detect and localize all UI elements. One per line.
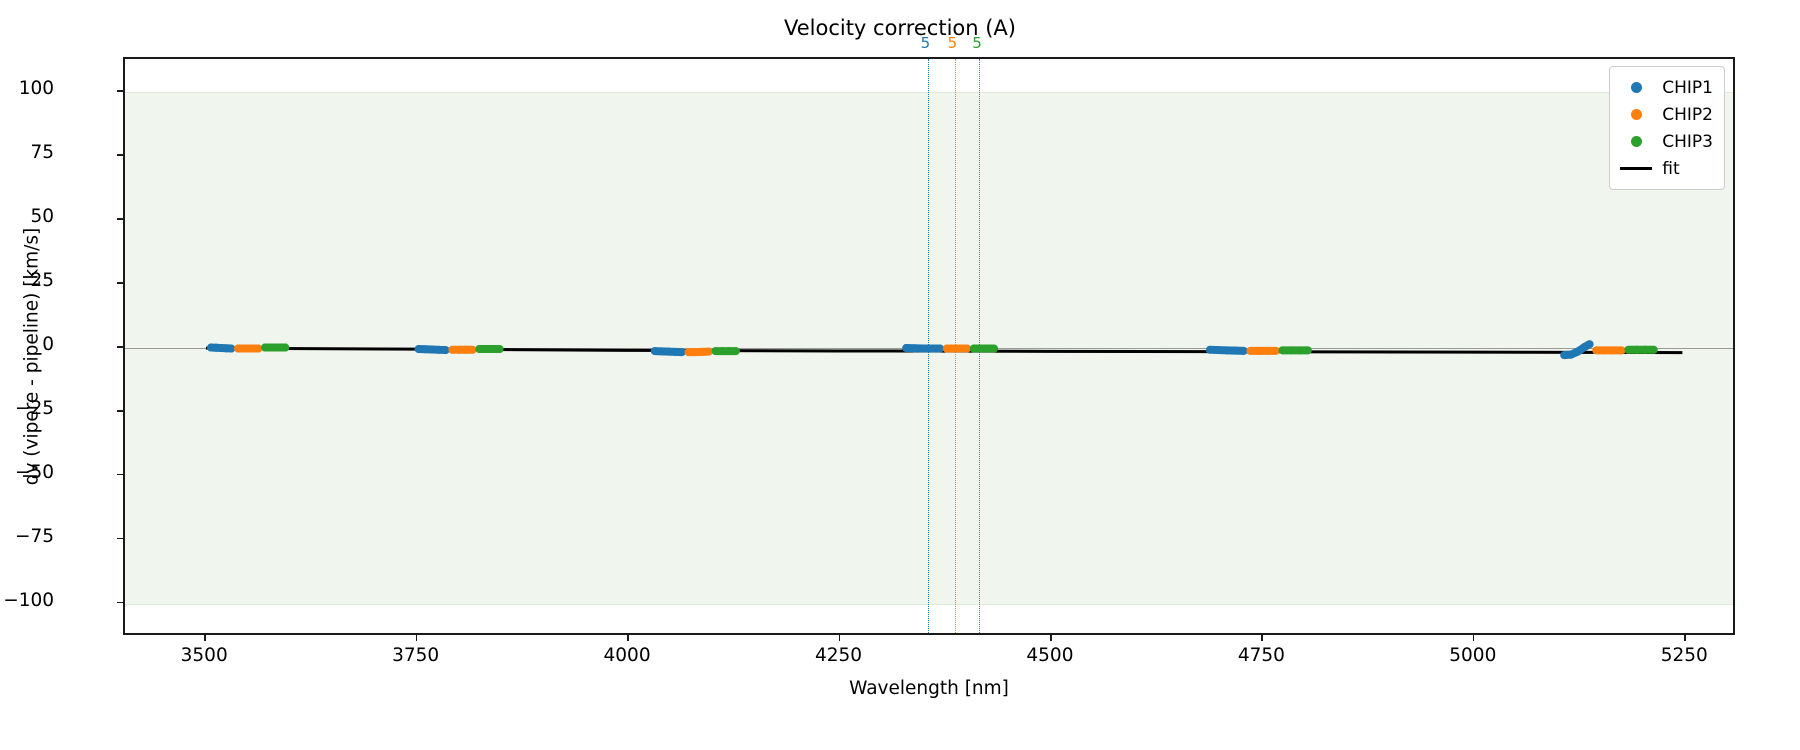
tolerance-band-bottom-edge (125, 603, 1733, 605)
zero-reference-line (125, 348, 1733, 349)
tolerance-band-top-edge (125, 92, 1733, 94)
vertical-marker-line-1 (927, 59, 929, 633)
x-tick-label: 3500 (180, 645, 228, 666)
legend-label: CHIP1 (1662, 77, 1713, 98)
y-tick-mark (117, 537, 123, 540)
x-tick-mark (415, 635, 418, 641)
y-tick-label: −100 (3, 589, 54, 611)
y-tick-label: 75 (30, 142, 54, 164)
x-tick-mark (627, 635, 629, 641)
y-tick-label: −25 (14, 397, 54, 419)
y-tick-label: 0 (42, 334, 54, 355)
y-tick-mark (117, 473, 123, 476)
legend-line-icon (1619, 167, 1653, 170)
y-axis-label: dv (vipere - pipeline) [km/s] (21, 227, 43, 486)
legend-label: CHIP2 (1662, 104, 1713, 125)
y-tick-mark (117, 282, 123, 284)
legend-dot-icon (1619, 109, 1653, 120)
x-tick-mark (204, 635, 206, 641)
x-tick-mark (1472, 635, 1475, 641)
x-tick-mark (1049, 635, 1052, 641)
vertical-marker-line-2 (954, 59, 956, 633)
y-tick-label: −50 (14, 461, 54, 483)
x-tick-label: 5000 (1449, 645, 1497, 666)
legend-label: CHIP3 (1662, 131, 1713, 152)
x-tick-label: 5250 (1660, 645, 1708, 666)
x-tick-mark (838, 635, 841, 641)
x-tick-label: 4000 (603, 645, 651, 666)
x-tick-label: 4750 (1237, 645, 1285, 666)
vertical-marker-label-1: 5 (920, 36, 931, 52)
legend-marker (1620, 167, 1653, 170)
plot-axes: CHIP1 CHIP2 CHIP3 fit (123, 57, 1735, 635)
x-tick-mark (1684, 635, 1686, 641)
y-tick-label: −75 (14, 525, 54, 547)
legend-item-chip3[interactable]: CHIP3 (1619, 128, 1713, 155)
y-tick-mark (117, 90, 123, 92)
y-tick-mark (117, 218, 123, 220)
legend-item-chip1[interactable]: CHIP1 (1619, 74, 1713, 101)
legend-marker (1630, 136, 1642, 147)
x-axis-label: Wavelength [nm] (849, 678, 1009, 699)
x-tick-label: 4500 (1026, 645, 1074, 666)
vertical-marker-label-2: 5 (947, 36, 958, 52)
y-tick-label: 50 (30, 206, 54, 228)
legend-item-chip2[interactable]: CHIP2 (1619, 101, 1713, 128)
legend-marker (1630, 109, 1642, 120)
legend-dot-icon (1619, 82, 1653, 93)
x-tick-label: 4250 (814, 645, 863, 666)
chart-title: Velocity correction (A) (783, 16, 1016, 40)
vertical-marker-line-3 (979, 59, 981, 633)
y-tick-mark (117, 154, 123, 156)
legend-marker (1630, 82, 1642, 93)
x-tick-mark (1261, 635, 1263, 641)
y-tick-mark (117, 409, 123, 412)
y-tick-label: 25 (30, 270, 54, 292)
x-tick-label: 3750 (392, 645, 440, 666)
legend-item-fit[interactable]: fit (1619, 155, 1713, 182)
legend-box[interactable]: CHIP1 CHIP2 CHIP3 fit (1609, 66, 1725, 190)
y-tick-label: 100 (18, 78, 54, 100)
legend-label: fit (1662, 158, 1680, 179)
legend-dot-icon (1619, 136, 1653, 147)
vertical-marker-label-3: 5 (972, 36, 982, 52)
y-tick-mark (117, 601, 123, 604)
y-tick-mark (117, 346, 123, 348)
